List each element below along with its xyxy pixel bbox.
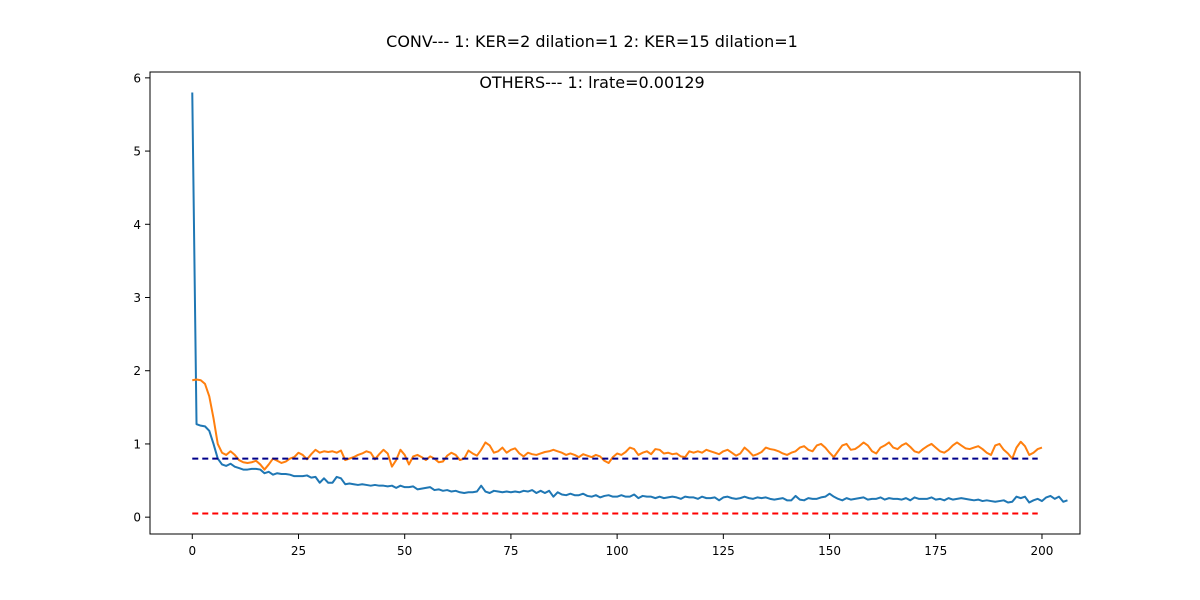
y-tick-label: 2 (133, 364, 141, 378)
plot-area-frame (149, 71, 1081, 535)
x-tick-label: 0 (188, 544, 196, 558)
y-tick-label: 1 (133, 437, 141, 451)
y-tick-label: 5 (133, 145, 141, 159)
x-tick-label: 50 (397, 544, 412, 558)
chart-subtitle: OTHERS--- 1: lrate=0.00129 (479, 73, 704, 92)
x-tick-label: 25 (291, 544, 306, 558)
series-line-1 (191, 92, 1068, 504)
x-axis-ticks: 0 25 50 75 100 125 150 175 200 (188, 534, 1053, 558)
series-line-2 (192, 378, 1043, 471)
y-axis-ticks: 0 1 2 3 4 5 6 (133, 71, 150, 525)
chart-title: CONV--- 1: KER=2 dilation=1 2: KER=15 di… (386, 32, 798, 51)
x-tick-label: 150 (818, 544, 841, 558)
y-tick-label: 0 (133, 511, 141, 525)
x-tick-label: 200 (1031, 544, 1054, 558)
y-tick-label: 3 (133, 291, 141, 305)
x-tick-label: 75 (503, 544, 518, 558)
x-tick-label: 100 (606, 544, 629, 558)
y-tick-label: 6 (133, 71, 141, 85)
series-layer (191, 92, 1068, 515)
y-tick-label: 4 (133, 218, 141, 232)
x-tick-label: 175 (924, 544, 947, 558)
x-tick-label: 125 (712, 544, 735, 558)
